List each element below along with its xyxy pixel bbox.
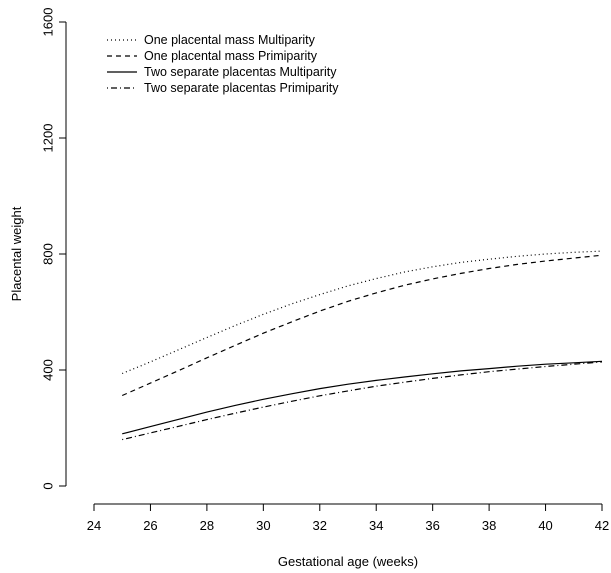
x-tick-label: 32 [313,518,327,533]
series-line-2 [121,254,603,397]
y-tick-label: 1600 [41,8,56,37]
x-tick-label: 26 [143,518,157,533]
x-tick-label: 28 [200,518,214,533]
y-axis: 0 400 800 1200 1600 Placental weight [9,8,67,490]
x-tick-label: 34 [369,518,383,533]
y-axis-title: Placental weight [9,206,24,301]
y-tick-label: 800 [41,243,56,265]
y-tick-label: 1200 [41,124,56,153]
series-line-4 [122,361,603,441]
legend-label-3: Two separate placentas Multiparity [144,65,337,79]
series-lines [121,250,603,441]
x-tick-label: 30 [256,518,270,533]
y-tick-label: 400 [41,359,56,381]
x-tick-label: 36 [425,518,439,533]
series-line-1 [121,250,603,375]
y-ticks: 0 400 800 1200 1600 [41,8,66,490]
x-ticks: 24 26 28 30 32 34 36 38 40 42 [87,504,609,533]
y-tick-label: 0 [41,482,56,489]
legend-label-1: One placental mass Multiparity [144,33,316,47]
x-tick-label: 38 [482,518,496,533]
series-line-3 [122,360,603,435]
legend-label-2: One placental mass Primiparity [144,49,318,63]
legend: One placental mass Multiparity One placen… [107,33,339,95]
x-tick-label: 42 [595,518,609,533]
x-tick-label: 24 [87,518,101,533]
x-tick-label: 40 [538,518,552,533]
legend-label-4: Two separate placentas Primiparity [144,81,339,95]
x-axis: 24 26 28 30 32 34 36 38 40 42 Gestational age (we… [87,503,609,569]
x-axis-title: Gestational age (weeks) [278,554,418,569]
